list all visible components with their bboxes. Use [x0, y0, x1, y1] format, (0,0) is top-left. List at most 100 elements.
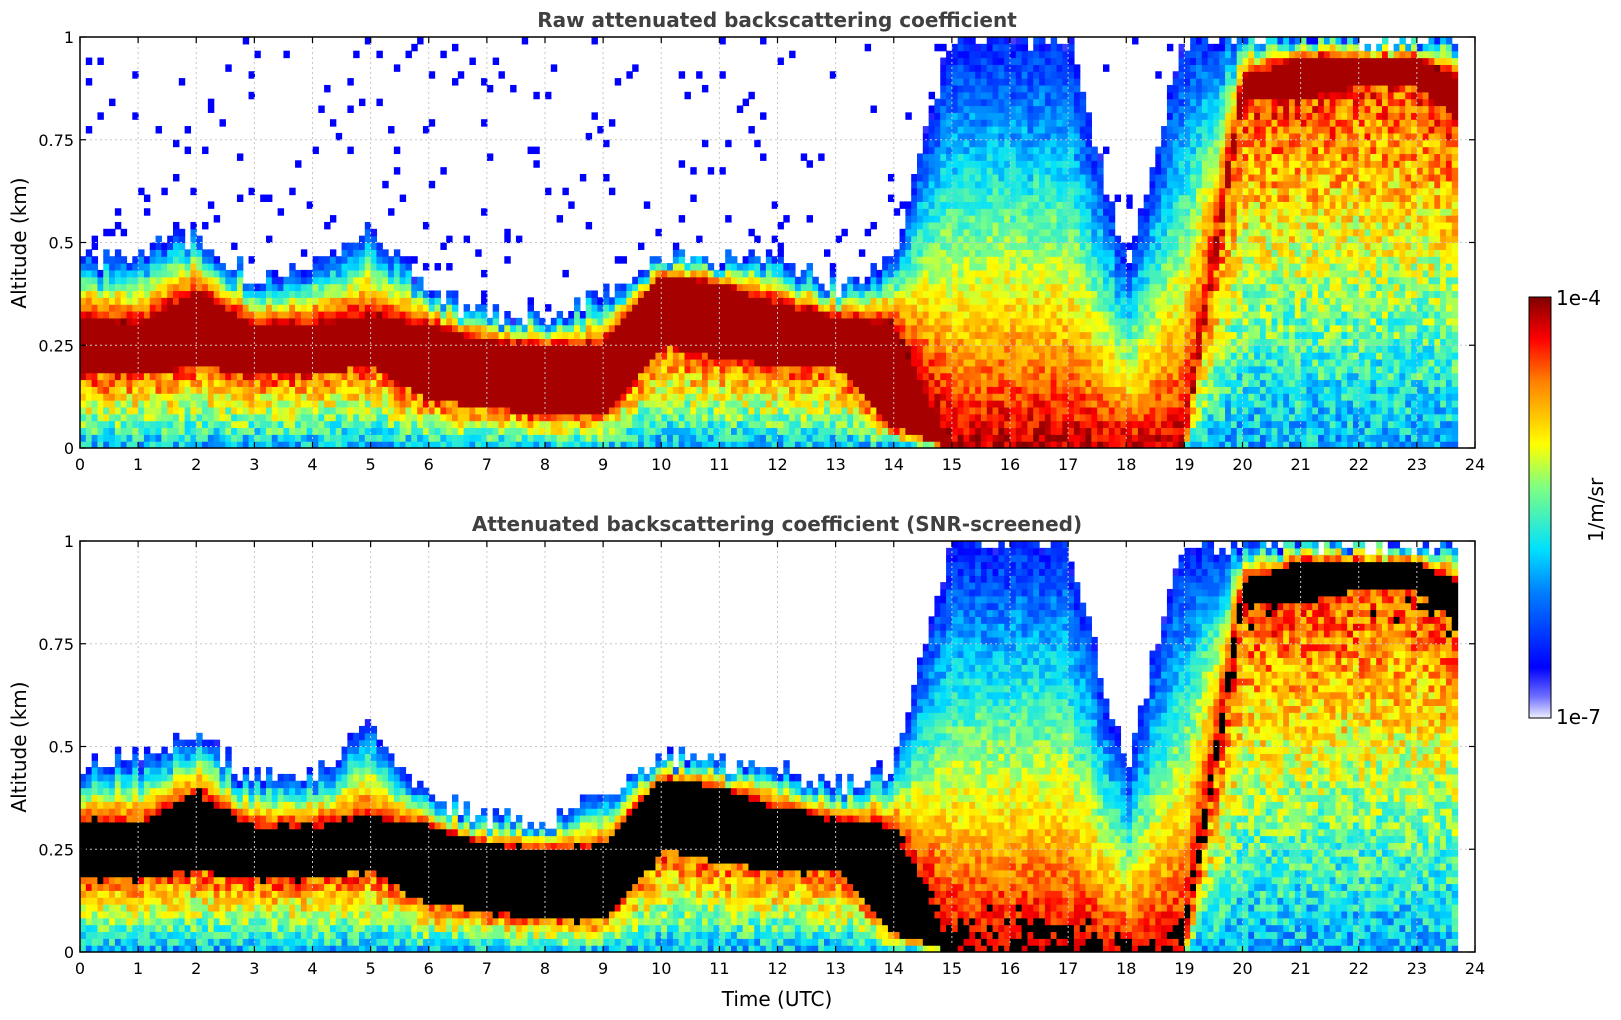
heatmap-cell	[1004, 400, 1011, 408]
heatmap-cell	[341, 256, 348, 264]
heatmap-cell	[364, 352, 372, 360]
heatmap-cell	[969, 105, 976, 113]
heatmap-cell	[992, 345, 999, 353]
heatmap-cell	[463, 386, 471, 394]
heatmap-cell	[481, 119, 488, 127]
heatmap-cell	[603, 420, 610, 429]
heatmap-cell	[196, 365, 203, 374]
heatmap-cell	[684, 441, 691, 448]
heatmap-cell	[638, 317, 645, 326]
heatmap-cell	[85, 331, 93, 339]
heatmap-cell	[853, 311, 860, 319]
heatmap-cell	[324, 372, 331, 381]
heatmap-cell	[556, 338, 564, 346]
heatmap-cell	[318, 400, 325, 408]
heatmap-cell	[475, 420, 482, 429]
heatmap-cell	[341, 331, 348, 339]
heatmap-cell	[620, 283, 627, 292]
heatmap-cell	[940, 379, 947, 387]
heatmap-cell	[905, 324, 912, 333]
heatmap-cell	[643, 434, 651, 442]
heatmap-cell	[620, 406, 627, 415]
heatmap-cell	[167, 297, 174, 305]
heatmap-cell	[969, 167, 976, 175]
heatmap-cell	[248, 256, 255, 264]
heatmap-cell	[329, 420, 337, 429]
heatmap-cell	[783, 352, 790, 360]
heatmap-cell	[736, 304, 744, 312]
heatmap-cell	[562, 338, 569, 346]
heatmap-cell	[562, 393, 569, 401]
heatmap-cell	[277, 406, 285, 415]
heatmap-cell	[190, 427, 197, 435]
heatmap-cell	[626, 283, 633, 292]
heatmap-cell	[725, 338, 732, 346]
heatmap-cell	[986, 311, 994, 319]
heatmap-cell	[207, 276, 215, 285]
heatmap-cell	[713, 427, 720, 435]
heatmap-cell	[632, 304, 639, 312]
heatmap-cell	[951, 160, 959, 168]
heatmap-cell	[940, 372, 947, 381]
heatmap-cell	[858, 249, 866, 257]
heatmap-cell	[324, 420, 331, 429]
heatmap-cell	[440, 358, 447, 367]
heatmap-cell	[719, 406, 726, 415]
heatmap-cell	[812, 290, 819, 298]
heatmap-cell	[690, 297, 697, 305]
heatmap-cell	[248, 427, 255, 435]
heatmap-cell	[545, 304, 552, 312]
heatmap-cell	[701, 386, 709, 394]
heatmap-cell	[574, 297, 581, 305]
heatmap-cell	[347, 105, 354, 113]
heatmap-cell	[957, 249, 965, 257]
heatmap-cell	[632, 358, 639, 367]
heatmap-cell	[359, 393, 366, 401]
heatmap-cell	[789, 379, 796, 387]
heatmap-cell	[271, 379, 279, 387]
heatmap-cell	[213, 420, 221, 429]
heatmap-cell	[934, 208, 941, 216]
heatmap-cell	[882, 269, 889, 278]
heatmap-cell	[661, 345, 668, 353]
heatmap-cell	[649, 420, 657, 429]
heatmap-cell	[91, 427, 99, 435]
heatmap-cell	[289, 269, 296, 278]
heatmap-cell	[777, 400, 784, 408]
heatmap-cell	[969, 283, 976, 292]
heatmap-cell	[219, 317, 226, 326]
heatmap-cell	[295, 269, 302, 278]
heatmap-cell	[946, 215, 953, 223]
heatmap-cell	[504, 352, 511, 360]
heatmap-cell	[1004, 379, 1011, 387]
heatmap-cell	[370, 413, 378, 422]
heatmap-cell	[748, 290, 755, 298]
heatmap-cell	[428, 420, 436, 429]
heatmap-cell	[975, 372, 982, 381]
heatmap-cell	[434, 290, 441, 298]
heatmap-cell	[190, 441, 197, 448]
heatmap-cell	[434, 427, 441, 435]
heatmap-cell	[951, 91, 959, 100]
heatmap-cell	[940, 400, 947, 408]
heatmap-cell	[754, 269, 761, 278]
heatmap-cell	[289, 324, 296, 333]
heatmap-cell	[585, 311, 593, 319]
heatmap-cell	[934, 146, 941, 155]
heatmap-cell	[306, 413, 314, 422]
heatmap-cell	[527, 379, 534, 387]
heatmap-cell	[475, 400, 482, 408]
heatmap-cell	[684, 358, 691, 367]
heatmap-cell	[882, 338, 889, 346]
heatmap-cell	[132, 365, 139, 374]
heatmap-cell	[411, 400, 418, 408]
heatmap-cell	[771, 201, 779, 209]
heatmap-cell	[1004, 84, 1011, 93]
heatmap-cell	[818, 434, 825, 442]
heatmap-cell	[992, 119, 999, 127]
heatmap-cell	[806, 338, 813, 346]
heatmap-cell	[173, 174, 180, 182]
heatmap-cell	[980, 441, 988, 448]
heatmap-cell	[452, 304, 459, 312]
heatmap-cell	[643, 379, 651, 387]
